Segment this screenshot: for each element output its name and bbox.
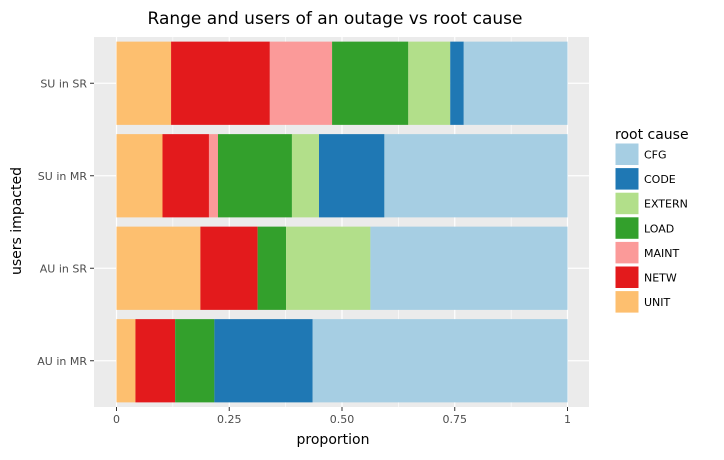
legend-swatch bbox=[614, 290, 640, 314]
bar-segment-au-in-mr-load bbox=[175, 319, 215, 403]
legend-item-extern: EXTERN bbox=[614, 191, 688, 216]
legend-item-cfg: CFG bbox=[614, 142, 667, 166]
y-tick-label: AU in MR bbox=[37, 355, 87, 368]
y-axis: SU in SR SU in MR AU in SR AU in MR bbox=[37, 77, 94, 368]
x-tick-label: 0.50 bbox=[330, 413, 355, 426]
bar-segment-au-in-mr-code bbox=[214, 319, 313, 403]
bar-group-su-in-mr bbox=[116, 134, 568, 218]
x-tick-label: 0.75 bbox=[443, 413, 468, 426]
bar-segment-au-in-sr-cfg bbox=[370, 226, 568, 310]
y-tick-label: AU in SR bbox=[40, 262, 88, 275]
legend-swatch bbox=[614, 142, 640, 166]
legend-label: MAINT bbox=[644, 247, 679, 260]
bar-segment-au-in-mr-unit bbox=[116, 319, 136, 403]
legend-swatch bbox=[614, 191, 640, 216]
bar-segment-su-in-mr-unit bbox=[116, 134, 163, 218]
bar-segment-au-in-mr-cfg bbox=[312, 319, 568, 403]
bar-segment-su-in-sr-extern bbox=[408, 41, 451, 125]
bar-segment-au-in-sr-load bbox=[257, 226, 287, 310]
plot-panel bbox=[94, 37, 589, 407]
legend-item-unit: UNIT bbox=[614, 290, 671, 314]
legend-title: root cause bbox=[615, 127, 689, 143]
legend-label: UNIT bbox=[644, 296, 671, 309]
chart-title: Range and users of an outage vs root cau… bbox=[148, 9, 523, 29]
bar-segment-su-in-sr-code bbox=[450, 41, 464, 125]
x-axis: 0 0.25 0.50 0.75 1 bbox=[113, 407, 571, 426]
bar-group-su-in-sr bbox=[116, 41, 568, 125]
bar-segment-au-in-sr-unit bbox=[116, 226, 201, 310]
legend-label: EXTERN bbox=[644, 198, 688, 211]
bar-group-au-in-sr bbox=[116, 226, 568, 310]
y-axis-title: users impacted bbox=[9, 167, 25, 275]
bar-segment-su-in-sr-unit bbox=[116, 41, 172, 125]
bar-segment-au-in-sr-netw bbox=[200, 226, 258, 310]
legend-swatch bbox=[614, 216, 640, 240]
bar-segment-su-in-sr-maint bbox=[269, 41, 333, 125]
x-tick-label: 0 bbox=[113, 413, 120, 426]
legend-label: CODE bbox=[644, 173, 676, 186]
bar-segment-su-in-sr-netw bbox=[171, 41, 270, 125]
bar-segment-su-in-sr-load bbox=[332, 41, 409, 125]
legend-swatch bbox=[614, 167, 640, 191]
bar-segment-au-in-sr-extern bbox=[286, 226, 371, 310]
legend-item-code: CODE bbox=[614, 167, 676, 191]
legend-label: NETW bbox=[644, 272, 677, 285]
x-tick-label: 1 bbox=[564, 413, 571, 426]
bar-segment-su-in-mr-load bbox=[217, 134, 292, 218]
bar-segment-su-in-sr-cfg bbox=[463, 41, 568, 125]
bar-group-au-in-mr bbox=[116, 319, 568, 403]
x-axis-title: proportion bbox=[297, 432, 370, 448]
x-tick-label: 0.25 bbox=[217, 413, 242, 426]
legend-swatch bbox=[614, 240, 640, 265]
bar-segment-su-in-mr-code bbox=[318, 134, 385, 218]
legend-swatch bbox=[614, 265, 640, 289]
legend-label: CFG bbox=[644, 149, 667, 162]
bar-segment-su-in-mr-maint bbox=[208, 134, 218, 218]
bar-segment-au-in-mr-netw bbox=[135, 319, 176, 403]
legend-item-netw: NETW bbox=[614, 265, 677, 289]
legend-label: LOAD bbox=[644, 222, 674, 235]
bar-segment-su-in-mr-extern bbox=[291, 134, 319, 218]
y-tick-label: SU in MR bbox=[38, 170, 88, 183]
bar-segment-su-in-mr-netw bbox=[162, 134, 209, 218]
legend-item-maint: MAINT bbox=[614, 240, 679, 265]
legend: root cause CFG CODE EXTERN LOAD MAINT NETW UNI… bbox=[614, 127, 689, 314]
y-tick-label: SU in SR bbox=[40, 77, 87, 90]
bar-segment-su-in-mr-cfg bbox=[384, 134, 568, 218]
legend-item-load: LOAD bbox=[614, 216, 674, 240]
